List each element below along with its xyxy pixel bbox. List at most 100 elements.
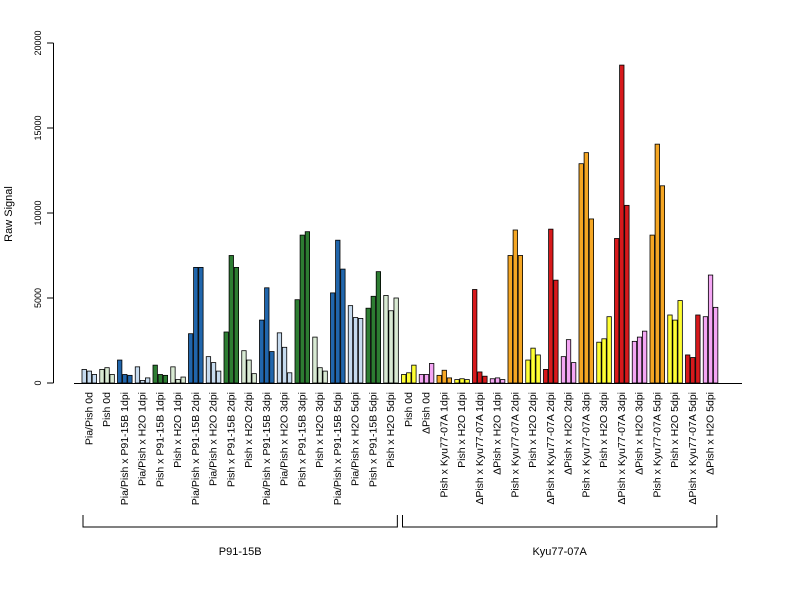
x-tick-label: Pish x H2O 1dpi [456, 392, 468, 468]
bar [251, 373, 257, 384]
bar [304, 231, 311, 384]
bar [571, 362, 577, 384]
bar [530, 347, 536, 384]
y-axis: 0 5000 10000 15000 20000 [33, 30, 54, 386]
bar [205, 356, 212, 384]
bar [707, 274, 714, 384]
y-tick-label: 10000 [33, 200, 43, 225]
bar [294, 299, 300, 384]
bar [690, 357, 696, 384]
bar [553, 279, 559, 384]
x-tick-label: Pia/Pish x H2O 2dpi [208, 392, 220, 486]
bar [223, 331, 229, 384]
bar [464, 379, 470, 384]
bar [299, 234, 305, 384]
bar [180, 376, 186, 384]
x-tick-label: Pish x Kyu77-07A 5dpi [651, 392, 663, 498]
x-tick-label: Pish x H2O 2dpi [243, 392, 255, 468]
bar [401, 374, 407, 384]
bar [619, 64, 625, 384]
bar [423, 374, 430, 384]
bar [145, 377, 151, 384]
bar [494, 377, 501, 384]
bar [365, 307, 371, 384]
bar [162, 374, 168, 384]
y-tick-label: 20000 [33, 30, 43, 55]
x-tick-label: Pia/Pish x P91-15B 5dpi [332, 392, 344, 505]
bar [489, 378, 496, 384]
bar [198, 266, 204, 384]
x-tick-label: Pia/Pish x P91-15B 3dpi [261, 392, 273, 505]
x-tick-label: ΔPish x Kyu77-07A 5dpi [687, 392, 699, 505]
bar [134, 366, 141, 384]
bar [631, 340, 638, 384]
bar [659, 185, 666, 384]
bar [429, 363, 435, 384]
bar [388, 310, 394, 384]
bar [636, 336, 643, 384]
x-tick-label: Pia/Pish x H2O 3dpi [279, 392, 291, 486]
bar [383, 295, 389, 384]
bar [322, 370, 328, 384]
bar [507, 255, 513, 384]
bar [228, 255, 234, 384]
bar [578, 163, 584, 384]
x-tick-label: ΔPish x H2O 3dpi [634, 392, 646, 475]
bar [358, 317, 364, 384]
bar [281, 346, 288, 384]
bar [560, 356, 567, 384]
bar [81, 368, 87, 384]
bar [347, 305, 354, 384]
x-tick-label: Pish 0d [101, 392, 113, 427]
bar [109, 374, 115, 384]
bar [352, 317, 359, 384]
bar [170, 366, 176, 384]
bar [269, 351, 275, 384]
y-tick-label: 5000 [33, 288, 43, 308]
bar [210, 362, 217, 384]
x-tick-label: Pish x H2O 3dpi [314, 392, 326, 468]
bar [152, 364, 158, 384]
x-tick-labels: Pia/Pish 0d Pish 0d Pia/Pish x P91-15B 1dp… [83, 392, 716, 505]
bar [642, 330, 648, 384]
bar [241, 350, 247, 384]
bars-layer [81, 64, 719, 384]
bar [677, 300, 683, 384]
x-tick-label: Pia/Pish x P91-15B 1dpi [119, 392, 131, 505]
x-tick-label: ΔPish x Kyu77-07A 1dpi [474, 392, 486, 505]
x-tick-label: Pish 0d [403, 392, 415, 427]
x-tick-label: Pish x Kyu77-07A 1dpi [438, 392, 450, 498]
x-tick-label: Pish x P91-15B 2dpi [225, 392, 237, 487]
bar [517, 255, 524, 384]
bar [500, 379, 506, 384]
bar [139, 380, 146, 384]
bar [614, 238, 620, 384]
bar [672, 319, 678, 384]
bar [330, 292, 336, 384]
x-tick-label: ΔPish x H2O 1dpi [492, 392, 504, 475]
bar [649, 234, 655, 384]
x-tick-label: Pia/Pish 0d [83, 392, 95, 445]
x-tick-label: Pish x Kyu77-07A 3dpi [580, 392, 592, 498]
bar [375, 271, 382, 384]
bar [583, 152, 589, 384]
bar [188, 333, 194, 384]
group-label: Kyu77-07A [532, 546, 587, 558]
bar [624, 204, 630, 384]
bar [685, 354, 691, 384]
y-tick-label: 15000 [33, 115, 43, 140]
bar [702, 316, 709, 384]
bar [695, 314, 701, 384]
bar [472, 289, 478, 384]
group-bracket [402, 515, 718, 528]
x-tick-label: Pish x P91-15B 3dpi [296, 392, 308, 487]
bar [246, 359, 252, 384]
bar [122, 374, 128, 384]
bar [287, 372, 293, 384]
x-tick-label: Pia/Pish x H2O 1dpi [137, 392, 149, 486]
bar [713, 306, 719, 384]
group-label: P91-15B [219, 546, 262, 558]
bar [335, 239, 341, 384]
y-tick-label: 0 [33, 380, 43, 385]
